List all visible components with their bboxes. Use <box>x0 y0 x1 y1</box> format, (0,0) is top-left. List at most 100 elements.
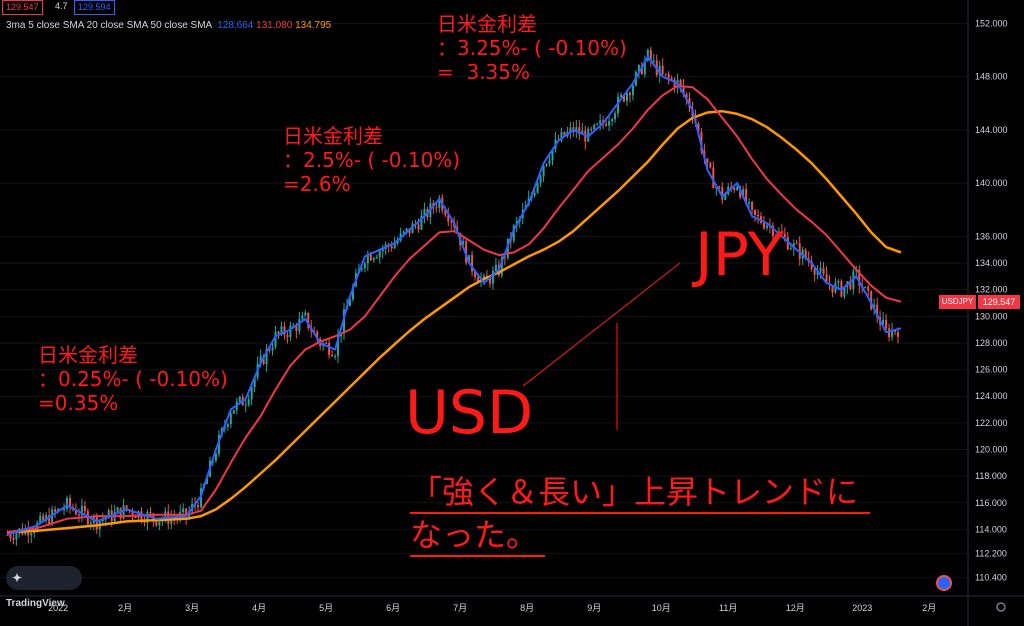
candle-body <box>682 85 685 94</box>
candle-body <box>214 453 217 461</box>
candle-body <box>757 214 760 217</box>
candle-body <box>420 215 423 230</box>
y-tick-label: 112.200 <box>975 548 1007 558</box>
candle-body <box>334 356 337 358</box>
tradingview-logo[interactable]: ✦ TradingView <box>6 566 82 609</box>
candle-body <box>39 515 42 523</box>
candle-body <box>813 268 816 275</box>
candle-body <box>366 254 369 264</box>
candle-body <box>494 264 497 271</box>
candle-body <box>95 516 98 530</box>
candle-body <box>393 243 396 249</box>
candle-body <box>33 531 36 534</box>
candle-body <box>149 512 152 514</box>
annotation-arrow-line <box>522 262 681 387</box>
candle-body <box>30 533 33 536</box>
candle-body <box>417 224 420 230</box>
candle-body <box>122 505 125 519</box>
sma50-line <box>7 109 902 534</box>
candle-body <box>301 315 304 320</box>
x-tick-label: 2月 <box>118 603 132 613</box>
candle-body <box>751 201 754 210</box>
candle-body <box>748 201 751 204</box>
candle-body <box>363 263 366 269</box>
candle-body <box>620 95 623 97</box>
y-tick-label: 132.000 <box>975 285 1008 295</box>
candle-body <box>858 269 861 286</box>
candle-body <box>533 192 536 196</box>
candle-body <box>673 79 676 88</box>
candle-body <box>74 509 77 515</box>
candle-body <box>48 515 51 525</box>
candle-body <box>721 187 724 200</box>
flag-icon[interactable] <box>936 575 952 591</box>
candle-body <box>12 537 15 540</box>
candle-body <box>280 326 283 334</box>
candle-body <box>614 113 617 120</box>
annotation-2-title: 日米金利差 <box>283 124 383 148</box>
candle-body <box>628 92 631 96</box>
candle-body <box>450 221 453 223</box>
candle-body <box>259 355 262 364</box>
jpy-label: JPY <box>695 220 785 290</box>
annotation-3-line1: ：3.25%- ( -0.10%) <box>437 36 627 60</box>
candle-body <box>447 215 450 222</box>
candle-body <box>646 49 649 61</box>
candle-body <box>625 92 628 102</box>
candle-body <box>867 286 870 291</box>
candle-body <box>822 268 825 275</box>
candle-body <box>396 240 399 244</box>
legend-ma20-value: 131.080 <box>256 20 293 31</box>
candle-body <box>15 533 18 540</box>
candle-body <box>539 176 542 184</box>
candle-body <box>637 65 640 72</box>
settings-gear-icon[interactable] <box>996 602 1006 612</box>
candle-body <box>718 186 721 188</box>
y-tick-label: 130.000 <box>975 311 1008 321</box>
x-tick-label: 12月 <box>786 603 805 613</box>
y-tick-label: 118.000 <box>975 471 1007 481</box>
candle-body <box>277 331 280 334</box>
legend-ma50-value: 134.795 <box>295 20 332 31</box>
candle-body <box>649 49 652 61</box>
annotation-rate-diff-3: 日米金利差 ：3.25%- ( -0.10%) = 3.35% <box>437 12 627 84</box>
x-tick-label: 4月 <box>252 603 266 613</box>
candle-body <box>885 319 888 329</box>
annotation-1-title: 日米金利差 <box>38 343 138 367</box>
candle-body <box>390 246 393 249</box>
candle-body <box>262 355 265 365</box>
candle-body <box>771 225 774 237</box>
candle-body <box>849 281 852 289</box>
candle-body <box>804 249 807 259</box>
candle-body <box>679 79 682 86</box>
candle-body <box>423 208 426 216</box>
candle-body <box>63 508 66 511</box>
candle-body <box>316 331 319 339</box>
y-tick-label: 124.000 <box>975 391 1008 401</box>
candle-body <box>870 290 873 310</box>
candle-body <box>816 271 819 275</box>
indicator-legend[interactable]: 3ma 5 close SMA 20 close SMA 50 close SM… <box>6 20 331 31</box>
legend-ma5-value: 128.664 <box>217 20 254 31</box>
candle-body <box>783 234 786 238</box>
candle-body <box>500 256 503 275</box>
candle-body <box>331 354 334 357</box>
candle-body <box>226 424 229 427</box>
candle-body <box>268 348 271 351</box>
candle-body <box>462 241 465 245</box>
candle-body <box>569 127 572 132</box>
tradingview-logo-icon: ✦ <box>11 571 23 585</box>
candle-body <box>247 399 250 405</box>
candle-body <box>185 508 188 518</box>
candle-body <box>378 251 381 258</box>
x-tick-label: 2022 <box>48 603 68 613</box>
candle-body <box>152 513 155 521</box>
candle-body <box>512 225 515 241</box>
candle-body <box>158 521 161 526</box>
candle-body <box>837 280 840 283</box>
candle-body <box>843 286 846 297</box>
candle-body <box>545 163 548 166</box>
candle-body <box>762 222 765 229</box>
candle-body <box>244 404 247 406</box>
